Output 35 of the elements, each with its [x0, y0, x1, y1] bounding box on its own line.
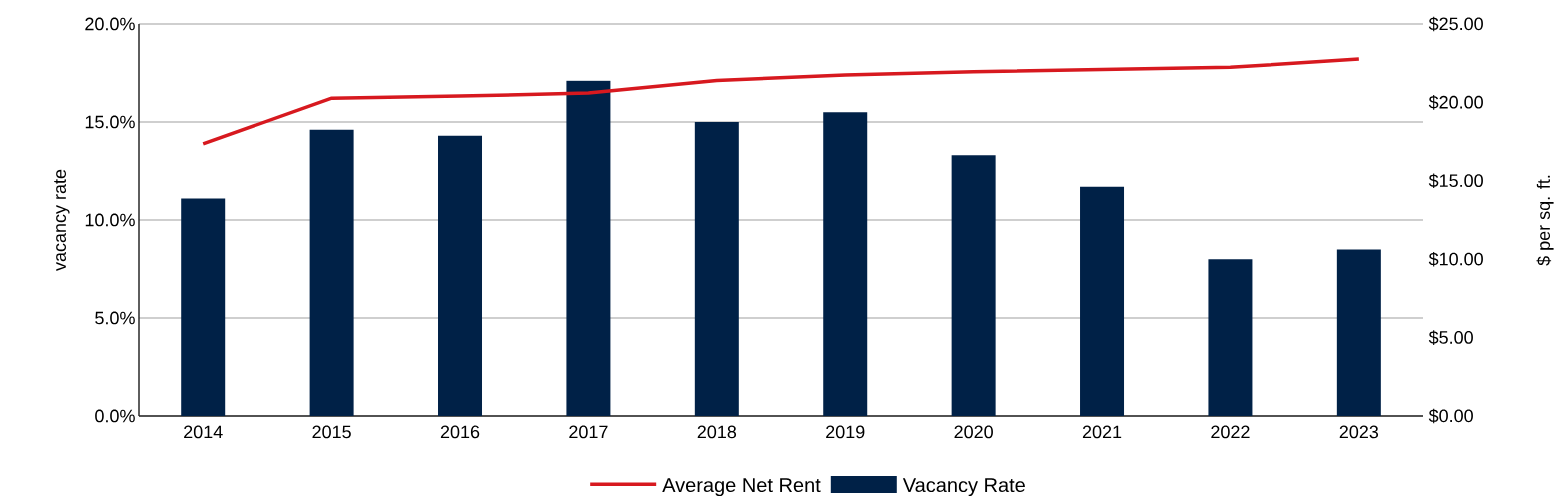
- y2-tick-label: $15.00: [1428, 173, 1483, 189]
- x-tick-label: 2019: [826, 425, 865, 439]
- y-tick-label: 10.0%: [85, 213, 135, 227]
- y-tick-label: 0.0%: [95, 409, 135, 423]
- x-tick-label: 2022: [1211, 425, 1250, 439]
- bar: [1208, 259, 1253, 416]
- x-tick-label: 2020: [954, 425, 993, 439]
- x-tick-label: 2015: [312, 425, 351, 439]
- y-axis-title: vacancy rate: [54, 169, 70, 271]
- y2-tick-label: $10.00: [1428, 251, 1483, 267]
- bar: [694, 122, 739, 416]
- x-tick-label: 2016: [440, 425, 480, 439]
- bar: [309, 129, 354, 416]
- legend-label: Vacancy Rate: [902, 478, 1025, 497]
- x-tick-label: 2023: [1339, 425, 1379, 439]
- x-tick-label: 2021: [1082, 425, 1122, 439]
- x-tick-label: 2014: [184, 425, 223, 439]
- bar: [1080, 186, 1125, 416]
- legend-label: Average Net Rent: [662, 478, 821, 497]
- bar: [823, 112, 868, 416]
- bar: [566, 80, 611, 416]
- x-tick-label: 2018: [697, 425, 737, 439]
- y2-axis-title: $ per sq. ft.: [1536, 175, 1554, 266]
- y-tick-label: 20.0%: [85, 17, 135, 31]
- bar: [438, 135, 483, 416]
- y2-tick-label: $20.00: [1428, 95, 1483, 110]
- y2-tick-label: $0.00: [1428, 408, 1473, 424]
- x-tick-label: 2017: [569, 425, 608, 439]
- y2-tick-label: $25.00: [1428, 16, 1483, 32]
- y-tick-label: 5.0%: [95, 311, 135, 325]
- y-tick-label: 15.0%: [85, 115, 135, 129]
- bar: [181, 198, 226, 416]
- bar: [951, 155, 996, 416]
- y2-tick-label: $5.00: [1428, 330, 1473, 345]
- bar: [1336, 249, 1381, 416]
